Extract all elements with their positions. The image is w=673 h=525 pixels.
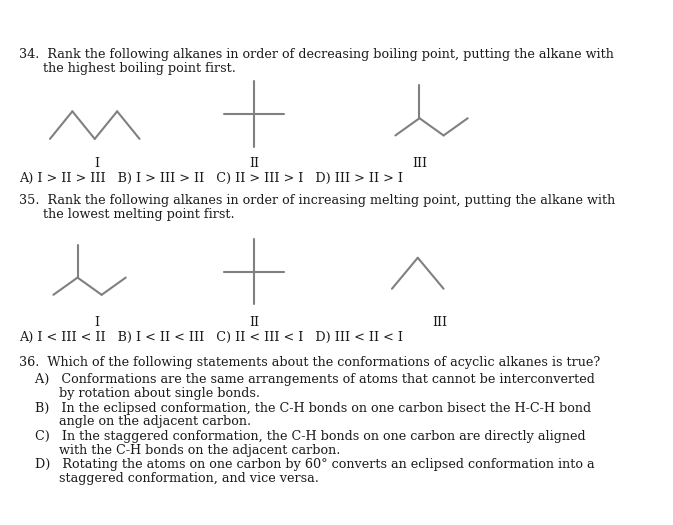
Text: by rotation about single bonds.: by rotation about single bonds. — [19, 387, 260, 400]
Text: B)   In the eclipsed conformation, the C-H bonds on one carbon bisect the H-C-H : B) In the eclipsed conformation, the C-H… — [19, 402, 591, 415]
Text: C)   In the staggered conformation, the C-H bonds on one carbon are directly ali: C) In the staggered conformation, the C-… — [19, 430, 586, 443]
Text: the highest boiling point first.: the highest boiling point first. — [19, 62, 236, 75]
Text: A) I > II > III   B) I > III > II   C) II > III > I   D) III > II > I: A) I > II > III B) I > III > II C) II > … — [19, 172, 403, 185]
Text: I: I — [94, 317, 99, 329]
Text: 36.  Which of the following statements about the conformations of acyclic alkane: 36. Which of the following statements ab… — [19, 356, 600, 369]
Text: D)   Rotating the atoms on one carbon by 60° converts an eclipsed conformation i: D) Rotating the atoms on one carbon by 6… — [19, 458, 594, 471]
Text: A)   Conformations are the same arrangements of atoms that cannot be interconver: A) Conformations are the same arrangemen… — [19, 373, 595, 386]
Text: I: I — [94, 157, 99, 170]
Text: II: II — [249, 317, 259, 329]
Text: angle on the adjacent carbon.: angle on the adjacent carbon. — [19, 415, 251, 428]
Text: III: III — [432, 317, 447, 329]
Text: with the C-H bonds on the adjacent carbon.: with the C-H bonds on the adjacent carbo… — [19, 444, 341, 457]
Text: staggered conformation, and vice versa.: staggered conformation, and vice versa. — [19, 472, 319, 485]
Text: III: III — [412, 157, 427, 170]
Text: A) I < III < II   B) I < II < III   C) II < III < I   D) III < II < I: A) I < III < II B) I < II < III C) II < … — [19, 331, 403, 344]
Text: 34.  Rank the following alkanes in order of decreasing boiling point, putting th: 34. Rank the following alkanes in order … — [19, 48, 614, 61]
Text: II: II — [249, 157, 259, 170]
Text: the lowest melting point first.: the lowest melting point first. — [19, 208, 235, 221]
Text: 35.  Rank the following alkanes in order of increasing melting point, putting th: 35. Rank the following alkanes in order … — [19, 194, 615, 207]
